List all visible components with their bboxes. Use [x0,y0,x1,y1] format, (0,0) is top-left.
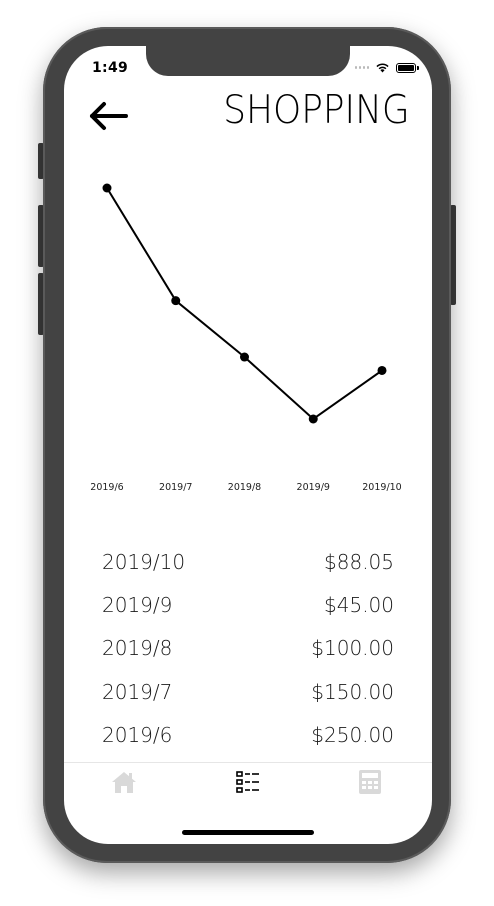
status-time: 1:49 [92,60,129,76]
back-button[interactable] [88,98,132,134]
data-point [308,414,318,424]
list-item[interactable]: 2019/7 $150.00 [102,670,394,713]
list-item[interactable]: 2019/9 $45.00 [102,583,394,626]
data-point [102,183,112,193]
calculator-icon [359,770,381,794]
x-tick-label: 2019/9 [297,482,330,493]
wifi-icon [376,63,389,73]
expense-line-chart: 2019/6 2019/7 2019/8 2019/9 2019/10 [90,183,402,493]
data-point [240,352,249,362]
expense-amount: $150.00 [311,679,394,704]
volume-up-button [38,205,44,267]
expense-amount: $100.00 [311,636,394,661]
list-item[interactable]: 2019/8 $100.00 [102,627,394,670]
series-line [106,187,383,421]
home-indicator [182,830,314,835]
data-point [377,365,387,375]
volume-down-button [38,273,44,335]
power-button [450,205,456,305]
x-tick-label: 2019/6 [90,482,123,493]
tab-bar [64,762,432,803]
data-point [171,296,181,306]
expense-list: 2019/10 $88.05 2019/9 $45.00 2019/8 $100.00 20… [102,540,394,756]
list-item[interactable]: 2019/10 $88.05 [102,540,394,583]
notch [146,46,350,76]
battery-icon [396,62,419,73]
signal-icon [354,66,369,69]
expense-amount: $250.00 [311,722,394,747]
list-item[interactable]: 2019/6 $250.00 [102,713,394,756]
tab-home[interactable] [110,768,138,796]
tab-list[interactable] [234,768,262,796]
status-icons [354,62,419,73]
expense-month: 2019/10 [102,549,186,574]
expense-month: 2019/6 [102,722,173,747]
x-tick-label: 2019/10 [362,482,401,493]
tab-calculator[interactable] [356,768,384,796]
home-icon [112,772,136,793]
expense-month: 2019/7 [102,679,173,704]
back-arrow-icon [90,102,128,130]
mute-switch [38,143,44,179]
app-screen: 1:49 SHOPPING 2019/6 2019/7 2019/8 2019/9 20… [64,46,432,844]
expense-month: 2019/9 [102,592,173,617]
expense-month: 2019/8 [102,636,173,661]
expense-amount: $88.05 [324,549,394,574]
x-tick-label: 2019/8 [228,482,261,493]
page-title: SHOPPING [223,88,410,133]
expense-amount: $45.00 [324,592,394,617]
x-tick-label: 2019/7 [159,482,192,493]
list-icon [236,771,259,793]
